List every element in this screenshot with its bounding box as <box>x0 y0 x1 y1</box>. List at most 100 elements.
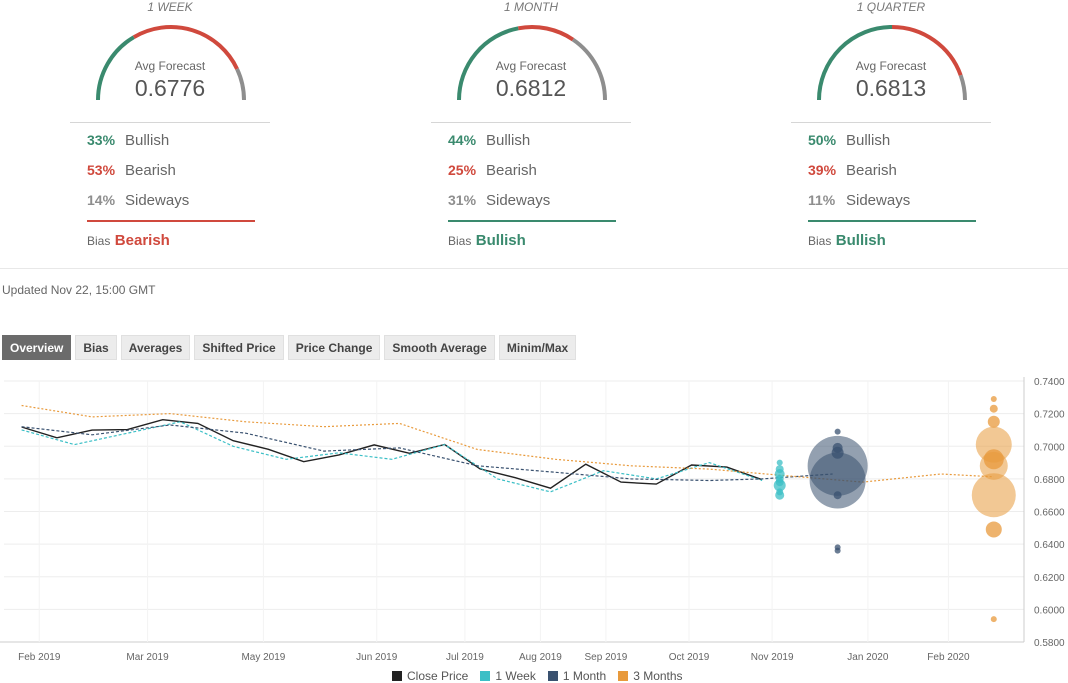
x-tick-label: May 2019 <box>241 652 285 663</box>
series-line-3-months <box>21 404 994 483</box>
tab-minim-max[interactable]: Minim/Max <box>498 335 577 360</box>
x-tick-label: Jun 2019 <box>356 652 398 663</box>
forecast-bubble-1-month <box>834 428 841 435</box>
bullish-row: 33% Bullish <box>87 132 169 152</box>
legend-label-close-price: Close Price <box>407 669 469 683</box>
bearish-percent: 25% <box>448 162 477 178</box>
legend-item-1-week[interactable]: 1 Week <box>480 669 536 683</box>
y-tick-label: 0.6400 <box>1034 540 1065 551</box>
legend-item-3-months[interactable]: 3 Months <box>618 669 683 683</box>
bullish-percent: 33% <box>87 132 116 148</box>
bias-row: Bias Bullish <box>808 232 886 250</box>
forecast-bubble-1-week <box>776 459 783 466</box>
gauge-divider <box>431 122 631 123</box>
bias-value: Bearish <box>114 232 170 249</box>
bullish-label: Bullish <box>846 132 891 149</box>
bearish-label: Bearish <box>486 162 537 179</box>
gauge-arc-bullish <box>817 25 893 101</box>
forecast-bubble-1-month <box>833 491 842 500</box>
sideways-row: 31% Sideways <box>448 192 550 212</box>
forecast-bubble-3-months <box>975 426 1012 463</box>
tab-price-change[interactable]: Price Change <box>287 335 381 360</box>
gauge-arc-sideways <box>235 68 246 101</box>
x-tick-label: Feb 2019 <box>18 652 61 663</box>
gauge-arc-sideways <box>958 74 967 101</box>
bearish-label: Bearish <box>846 162 897 179</box>
tab-overview[interactable]: Overview <box>2 335 72 360</box>
forecast-bubble-1-month <box>832 442 843 453</box>
bullish-row: 44% Bullish <box>448 132 530 152</box>
y-tick-label: 0.5800 <box>1034 638 1065 649</box>
bearish-percent: 53% <box>87 162 116 178</box>
forecast-bubble-3-months <box>971 473 1016 518</box>
x-tick-label: Oct 2019 <box>669 652 710 663</box>
x-tick-label: Nov 2019 <box>751 652 794 663</box>
forecast-bubble-3-months <box>990 395 997 402</box>
bearish-row: 25% Bearish <box>448 162 537 182</box>
legend-swatch-1-month <box>547 671 558 681</box>
sideways-label: Sideways <box>846 192 911 209</box>
bias-underline <box>87 220 255 222</box>
bullish-row: 50% Bullish <box>808 132 890 152</box>
gauge-arc-bullish <box>457 26 519 101</box>
tab-smooth-average[interactable]: Smooth Average <box>384 335 495 360</box>
chart-tabs: Overview Bias Averages Shifted Price Price C… <box>2 335 577 360</box>
bearish-label: Bearish <box>125 162 176 179</box>
legend-swatch-close-price <box>392 671 402 681</box>
x-tick-label: Jan 2020 <box>847 652 889 663</box>
sideways-percent: 11% <box>808 192 836 208</box>
forecast-bubble-3-months <box>985 521 1002 538</box>
bias-underline <box>808 220 976 222</box>
bullish-percent: 50% <box>808 132 837 148</box>
tab-bias[interactable]: Bias <box>75 335 117 360</box>
forecast-panel-2: 1 MONTH Avg Forecast 0.6812 44% Bullish 2… <box>411 0 651 260</box>
section-divider <box>0 268 1068 269</box>
chart-legend: Close Price 1 Week 1 Month 3 Months <box>392 669 683 683</box>
sideways-percent: 31% <box>448 192 477 208</box>
x-tick-label: Aug 2019 <box>519 652 562 663</box>
bearish-percent: 39% <box>808 162 837 178</box>
tab-averages[interactable]: Averages <box>120 335 191 360</box>
bearish-row: 39% Bearish <box>808 162 897 182</box>
avg-forecast-label: Avg Forecast <box>855 59 927 73</box>
gauge-arc-bearish <box>517 25 575 42</box>
forecast-panel-3: 1 QUARTER Avg Forecast 0.6813 50% Bullish… <box>771 0 1011 260</box>
forecast-bubble-1-week <box>775 465 784 474</box>
gauge-arc-bearish <box>891 25 963 76</box>
panel-period: 1 MONTH <box>504 0 558 14</box>
forecast-bubble-1-week <box>775 474 784 483</box>
sentiment-gauge <box>457 25 607 101</box>
bias-row: Bias Bearish <box>87 232 170 250</box>
legend-label-1-week: 1 Week <box>495 669 536 683</box>
forecast-bubble-3-months <box>983 449 1004 470</box>
panel-period: 1 QUARTER <box>856 0 926 14</box>
bearish-row: 53% Bearish <box>87 162 176 182</box>
gauge-arc-bearish <box>132 25 239 70</box>
avg-forecast-label: Avg Forecast <box>134 59 206 73</box>
y-tick-label: 0.7000 <box>1034 442 1065 453</box>
forecast-panel-1: 1 WEEK Avg Forecast 0.6776 33% Bullish 53… <box>50 0 290 260</box>
avg-forecast-value: 0.6813 <box>855 75 927 101</box>
bias-row: Bias Bullish <box>448 232 526 250</box>
forecast-chart: 0.7400 0.7200 0.7000 0.6800 0.6600 0.6400 0.62… <box>0 377 1065 663</box>
legend-item-close-price[interactable]: Close Price <box>392 669 468 683</box>
gauge-divider <box>70 122 270 123</box>
updated-timestamp: Updated Nov 22, 15:00 GMT <box>2 283 156 297</box>
bullish-label: Bullish <box>486 132 531 149</box>
bias-label: Bias <box>87 234 111 248</box>
avg-forecast-value: 0.6776 <box>134 75 206 101</box>
legend-label-3-months: 3 Months <box>633 669 683 683</box>
x-tick-label: Feb 2020 <box>927 652 970 663</box>
bias-value: Bullish <box>835 232 886 249</box>
sentiment-gauge <box>817 25 967 101</box>
sideways-row: 14% Sideways <box>87 192 189 212</box>
tab-shifted-price[interactable]: Shifted Price <box>194 335 284 360</box>
legend-item-1-month[interactable]: 1 Month <box>547 669 606 683</box>
y-tick-label: 0.6800 <box>1034 475 1065 486</box>
y-tick-label: 0.6000 <box>1034 605 1065 616</box>
gauge-arc-sideways <box>571 37 607 101</box>
sideways-label: Sideways <box>486 192 551 209</box>
bias-underline <box>448 220 616 222</box>
forecast-bubble-3-months <box>990 616 997 623</box>
series-line-1-week <box>21 421 763 493</box>
